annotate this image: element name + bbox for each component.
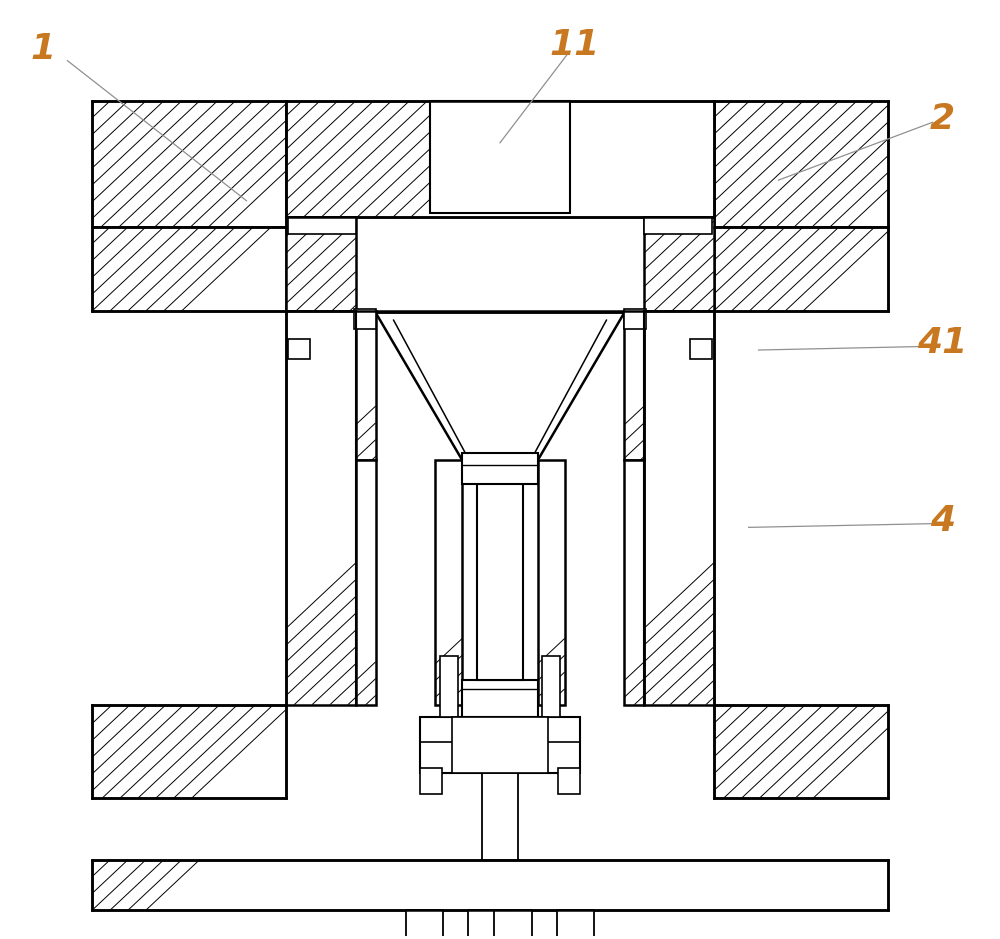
Bar [494, 910, 532, 939]
Bar [468, 910, 506, 939]
Bar [624, 460, 644, 705]
Bar [644, 311, 714, 705]
Bar [354, 309, 376, 330]
Bar [644, 218, 714, 311]
Bar [440, 656, 458, 716]
Bar [420, 768, 442, 794]
Text: 41: 41 [917, 327, 968, 361]
Bar [288, 218, 356, 234]
Bar [714, 705, 888, 798]
Bar [452, 716, 548, 773]
Bar [690, 339, 712, 360]
Bar [286, 100, 714, 218]
Bar [356, 460, 376, 705]
Bar [714, 100, 888, 227]
Bar [92, 860, 888, 910]
Polygon shape [376, 313, 624, 460]
Bar [558, 768, 580, 794]
Bar [430, 100, 570, 213]
Bar [288, 339, 310, 360]
Bar [482, 773, 518, 860]
Bar [542, 656, 560, 716]
Bar [286, 311, 356, 705]
Bar [557, 910, 594, 939]
Bar [624, 309, 646, 330]
Bar [644, 218, 712, 234]
Bar [538, 460, 565, 705]
Text: 2: 2 [930, 102, 955, 136]
Bar [624, 311, 644, 460]
Text: 4: 4 [930, 504, 955, 538]
Bar [477, 465, 523, 680]
Bar [406, 910, 443, 939]
Bar [286, 218, 356, 311]
Bar [92, 705, 286, 798]
Bar [462, 453, 538, 484]
Bar [92, 227, 286, 311]
Text: 1: 1 [30, 33, 55, 67]
Bar [435, 460, 462, 705]
Bar [356, 311, 376, 460]
Bar [714, 227, 888, 311]
Bar [462, 680, 538, 716]
Text: 11: 11 [549, 28, 600, 62]
Bar [420, 716, 580, 773]
Bar [92, 100, 286, 227]
